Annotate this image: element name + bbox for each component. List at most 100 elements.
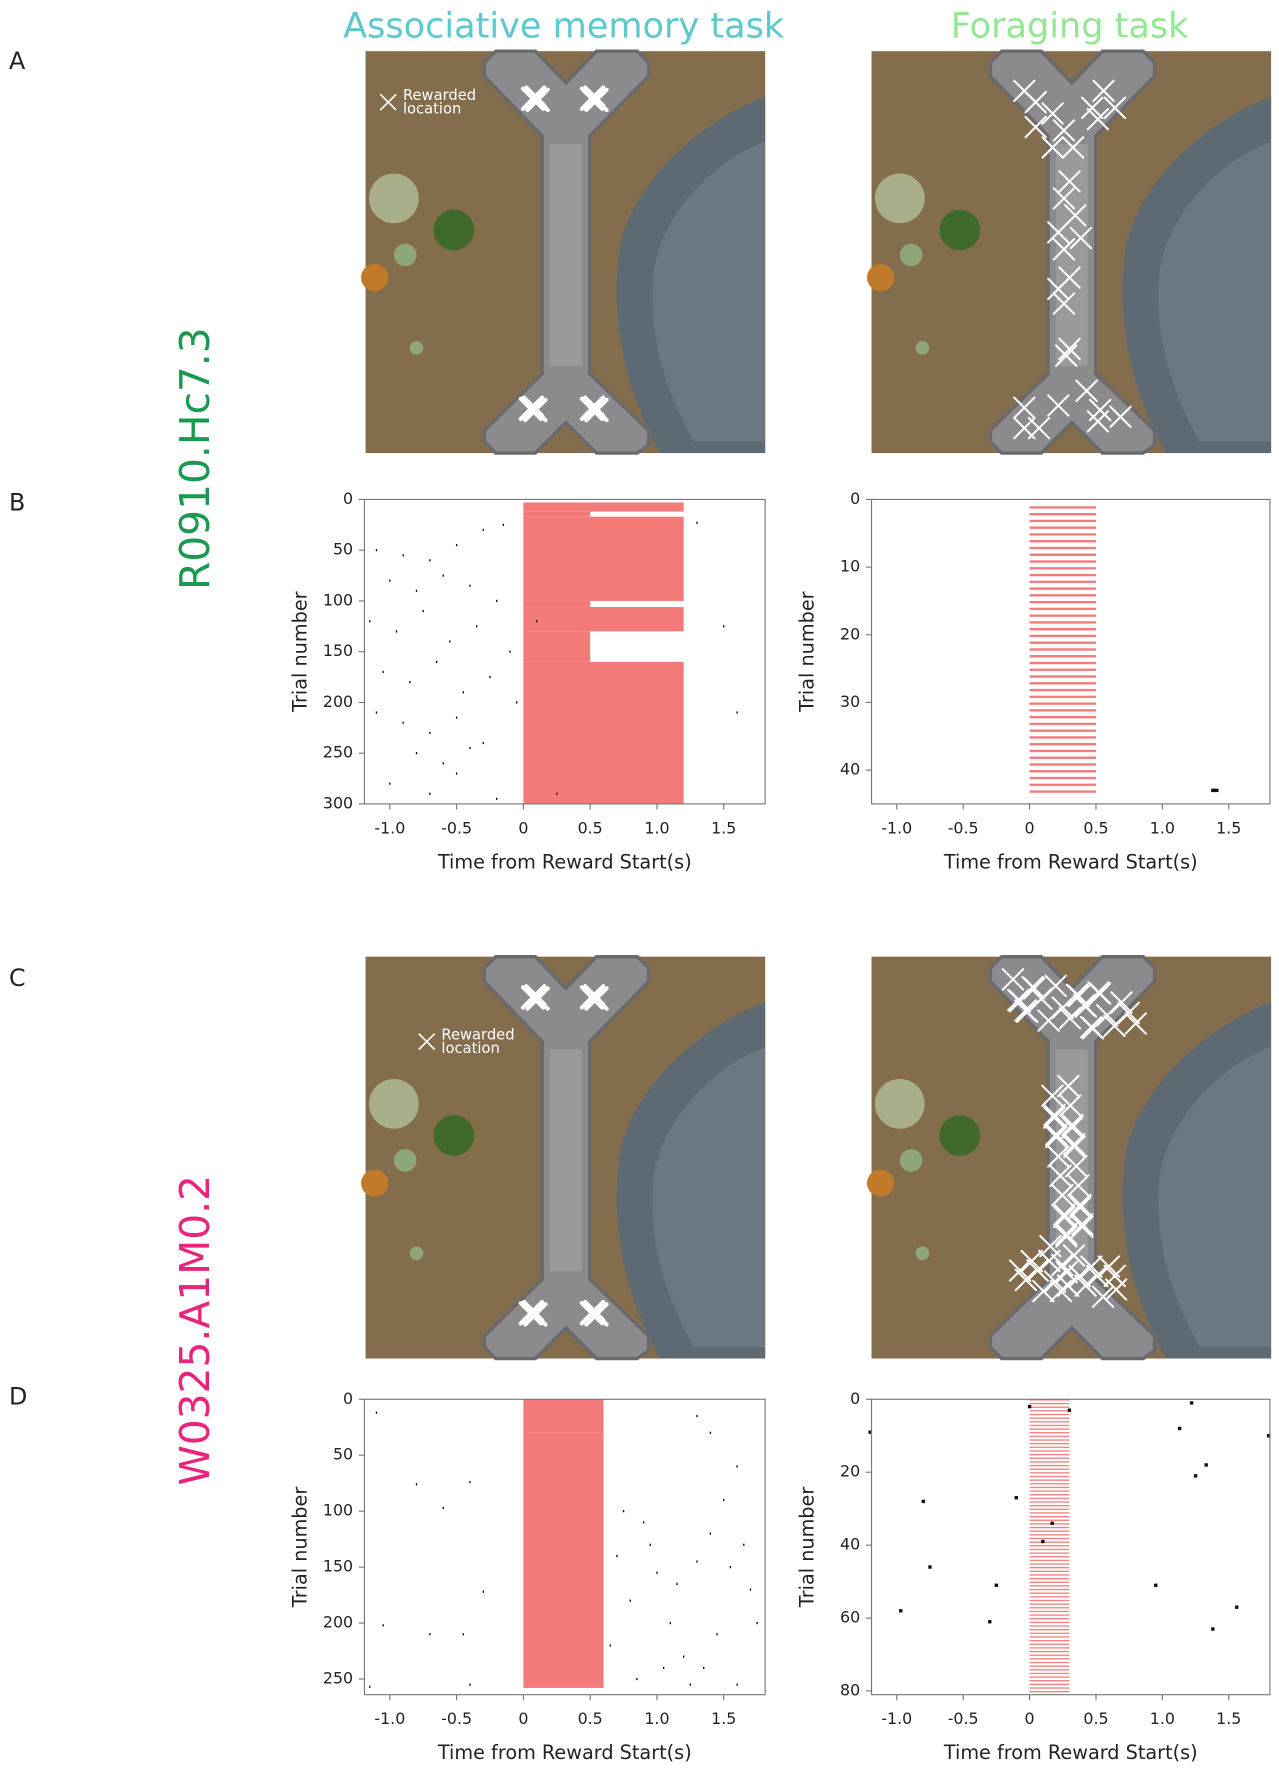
reward-band (523, 607, 683, 631)
spike (663, 1667, 664, 1669)
spike (650, 1544, 651, 1546)
spike (429, 559, 430, 561)
spike (1215, 789, 1218, 792)
spike (756, 1622, 757, 1624)
spike (469, 585, 470, 587)
x-tick-label: 0 (518, 1709, 528, 1728)
x-tick-label: 1.0 (644, 1709, 669, 1728)
x-axis-label: Time from Reward Start(s) (437, 1741, 692, 1764)
y-tick-label: 100 (323, 1501, 353, 1520)
x-tick-label: -1.0 (374, 1709, 405, 1728)
spike (703, 1667, 704, 1669)
spike (469, 1481, 470, 1483)
map-image (867, 51, 1271, 453)
panel-letter: B (9, 488, 25, 516)
reward-band (1030, 506, 1096, 797)
spike (403, 554, 404, 556)
spike (1068, 1409, 1071, 1412)
spike (1041, 1540, 1044, 1543)
spike (690, 1683, 691, 1685)
y-tick-label: 0 (343, 1389, 353, 1408)
raster-chart: -1.0-0.500.51.01.5010203040Time from Rew… (796, 489, 1270, 873)
y-tick-label: 250 (323, 743, 353, 762)
spike (489, 676, 490, 678)
spike (1211, 1627, 1214, 1630)
spike (710, 1432, 711, 1434)
spike (389, 580, 390, 582)
spike (1205, 1463, 1208, 1466)
spike (696, 522, 697, 524)
spike (922, 1500, 925, 1503)
spike (496, 600, 497, 602)
spike (369, 620, 370, 622)
y-tick-label: 250 (323, 1669, 353, 1688)
x-tick-label: 0 (1025, 1709, 1035, 1728)
spike (1154, 1584, 1157, 1587)
spike (456, 544, 457, 546)
spike (429, 793, 430, 795)
x-axis-label: Time from Reward Start(s) (943, 850, 1198, 873)
spike (389, 782, 390, 784)
column-title: Associative memory task (343, 5, 785, 46)
y-tick-label: 80 (840, 1681, 860, 1700)
reward-band (523, 1399, 603, 1433)
spike (516, 701, 517, 703)
x-tick-label: -0.5 (441, 818, 472, 837)
spike (469, 747, 470, 749)
spike (643, 1521, 644, 1523)
spike (995, 1584, 998, 1587)
column-title: Foraging task (951, 5, 1189, 46)
spike (1050, 1522, 1053, 1525)
x-tick-label: -1.0 (881, 818, 912, 837)
y-tick-label: 30 (840, 692, 860, 711)
reward-band (523, 512, 590, 517)
reward-band (523, 631, 590, 661)
y-tick-label: 50 (333, 540, 353, 559)
x-tick-label: -0.5 (948, 1709, 979, 1728)
raster-chart: -1.0-0.500.51.01.5050100150200250Time fr… (289, 1389, 766, 1764)
spike (456, 772, 457, 774)
row-label: W0325.A1M0.2 (171, 1175, 219, 1486)
spike (449, 640, 450, 642)
spike (696, 1560, 697, 1562)
y-axis-label: Trial number (796, 1487, 819, 1609)
y-tick-label: 0 (343, 489, 353, 508)
panel-letter: D (9, 1383, 27, 1411)
x-tick-label: 0.5 (578, 818, 603, 837)
spike (443, 762, 444, 764)
spike (710, 1532, 711, 1534)
legend-text: location (403, 100, 461, 117)
reward-band (523, 662, 683, 804)
spike (376, 711, 377, 713)
legend-text: location (441, 1040, 499, 1057)
spike (1190, 1401, 1193, 1404)
spike (723, 625, 724, 627)
spike (429, 1633, 430, 1635)
spike (483, 529, 484, 531)
y-axis-label: Trial number (796, 591, 819, 713)
row-label: R0910.Hc7.3 (171, 327, 219, 590)
x-tick-label: 1.5 (1216, 818, 1241, 837)
y-tick-label: 150 (323, 1557, 353, 1576)
reward-band (523, 601, 590, 607)
x-tick-label: 1.5 (711, 818, 736, 837)
spike (536, 620, 537, 622)
x-tick-label: 0 (1025, 818, 1035, 837)
reward-band (523, 502, 683, 511)
y-tick-label: 10 (840, 557, 860, 576)
spike (610, 1644, 611, 1646)
y-tick-label: 20 (840, 624, 860, 643)
spike (396, 630, 397, 632)
raster-chart: -1.0-0.500.51.01.5020406080Time from Rew… (796, 1389, 1271, 1764)
x-axis-label: Time from Reward Start(s) (943, 1741, 1198, 1764)
spike (463, 691, 464, 693)
y-tick-label: 40 (840, 760, 860, 779)
spike (736, 1683, 737, 1685)
spike (1028, 1405, 1031, 1408)
spike (416, 590, 417, 592)
spike (716, 1633, 717, 1635)
x-tick-label: 0.5 (1083, 1709, 1108, 1728)
spike (743, 1544, 744, 1546)
y-tick-label: 40 (840, 1535, 860, 1554)
spike (423, 610, 424, 612)
